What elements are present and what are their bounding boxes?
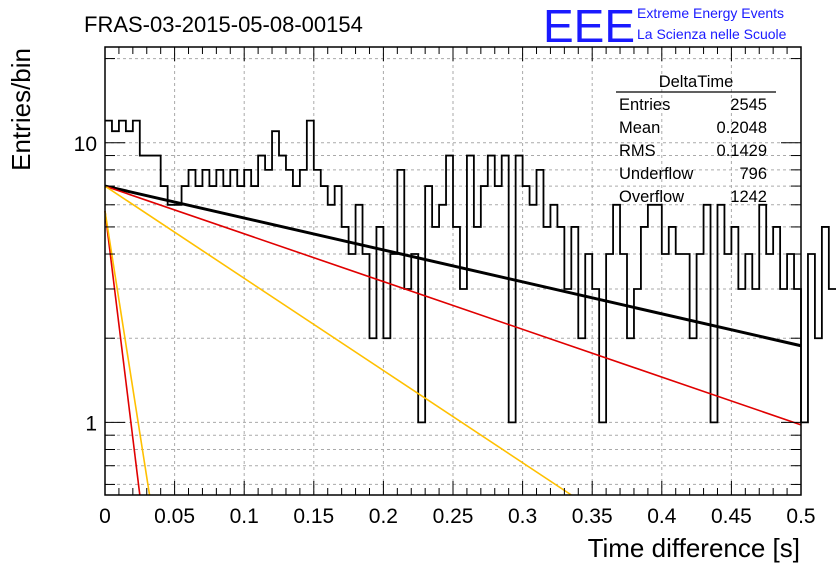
x-tick-label: 0.35 bbox=[572, 505, 613, 528]
stats-label-overflow: Overflow bbox=[619, 188, 684, 206]
eee-logo: EEE Extreme Energy Events La Scienza nel… bbox=[543, 0, 787, 52]
y-axis-label: Entries/bin bbox=[6, 48, 36, 171]
fit-line-3 bbox=[104, 210, 141, 496]
y-tick-label: 10 bbox=[74, 133, 97, 156]
stats-label-rms: RMS bbox=[619, 142, 656, 160]
chart-title: FRAS-03-2015-05-08-00154 bbox=[84, 12, 363, 37]
eee-logo-mark: EEE bbox=[543, 0, 635, 52]
stats-label-entries: Entries bbox=[619, 96, 670, 114]
fit-line-2 bbox=[104, 185, 572, 496]
stats-value-overflow: 1242 bbox=[730, 188, 767, 206]
x-axis-label: Time difference [s] bbox=[588, 533, 800, 563]
x-tick-label: 0.05 bbox=[154, 505, 195, 528]
x-tick-label: 0.25 bbox=[433, 505, 474, 528]
fit-line-4 bbox=[104, 210, 151, 496]
stats-value-rms: 0.1429 bbox=[717, 142, 767, 160]
x-tick-label: 0.1 bbox=[230, 505, 259, 528]
stats-label-underflow: Underflow bbox=[619, 165, 693, 183]
x-tick-label: 0.3 bbox=[508, 505, 537, 528]
stats-title: DeltaTime bbox=[659, 73, 734, 91]
y-tick-label: 1 bbox=[85, 412, 97, 435]
axes: 0 0.05 0.1 0.15 0.2 0.25 0.3 0.35 0.4 0.45 0.5 1 10 bbox=[74, 47, 816, 528]
x-tick-label: 0.5 bbox=[786, 505, 815, 528]
eee-logo-line-1: Extreme Energy Events bbox=[637, 5, 784, 21]
stats-label-mean: Mean bbox=[619, 119, 660, 137]
stats-value-mean: 0.2048 bbox=[717, 119, 767, 137]
x-tick-label: 0.15 bbox=[293, 505, 334, 528]
x-tick-label: 0.45 bbox=[711, 505, 752, 528]
stats-value-underflow: 796 bbox=[739, 165, 767, 183]
fit-line-0 bbox=[104, 184, 802, 348]
x-tick-label: 0.4 bbox=[647, 505, 677, 528]
stats-value-entries: 2545 bbox=[730, 96, 767, 114]
x-tick-label: 0.2 bbox=[369, 505, 398, 528]
histogram bbox=[105, 119, 836, 424]
histogram-steps bbox=[105, 119, 836, 424]
eee-logo-line-2: La Scienza nelle Scuole bbox=[637, 26, 787, 42]
stats-box: DeltaTime Entries 2545 Mean 0.2048 RMS 0… bbox=[616, 73, 776, 206]
x-tick-label: 0 bbox=[99, 505, 111, 528]
fit-curves bbox=[104, 184, 802, 496]
fit-line-1 bbox=[104, 185, 802, 426]
